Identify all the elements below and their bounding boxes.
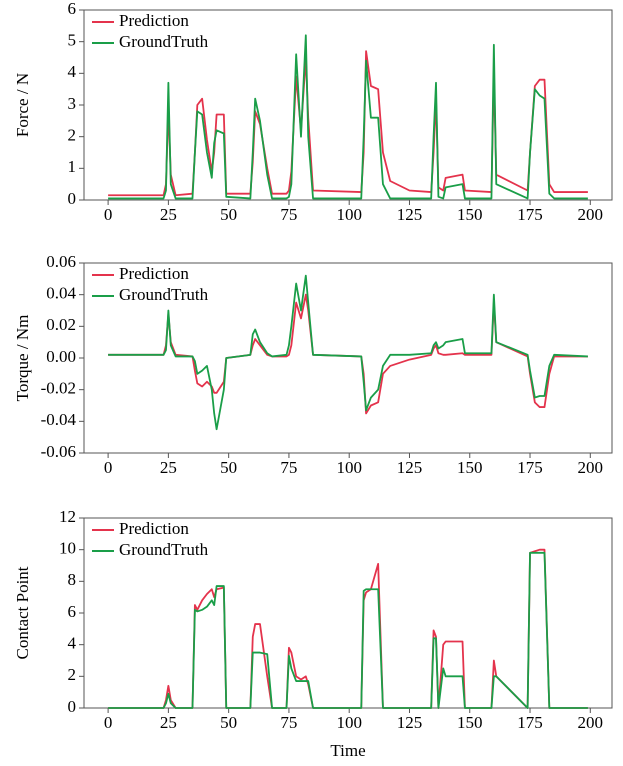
y-axis-label: Torque / Nm bbox=[13, 315, 32, 402]
data-line bbox=[108, 34, 588, 200]
legend-label: GroundTruth bbox=[119, 540, 209, 559]
y-tick-label: -0.02 bbox=[41, 379, 76, 398]
x-tick-label: 200 bbox=[578, 713, 604, 732]
y-tick-label: 6 bbox=[68, 602, 77, 621]
x-tick-label: 200 bbox=[578, 458, 604, 477]
y-tick-label: 4 bbox=[68, 634, 77, 653]
y-tick-label: 0 bbox=[68, 697, 77, 716]
x-tick-label: 0 bbox=[104, 458, 113, 477]
x-tick-label: 100 bbox=[336, 713, 362, 732]
y-tick-label: 0.00 bbox=[46, 347, 76, 366]
x-tick-label: 175 bbox=[517, 458, 543, 477]
y-axis-label: Force / N bbox=[13, 73, 32, 137]
x-tick-label: 0 bbox=[104, 205, 113, 224]
y-tick-label: 6 bbox=[68, 0, 77, 18]
x-tick-label: 200 bbox=[578, 205, 604, 224]
data-line bbox=[108, 293, 588, 415]
x-tick-label: 50 bbox=[220, 205, 237, 224]
x-tick-label: 50 bbox=[220, 458, 237, 477]
data-line bbox=[108, 274, 588, 431]
x-tick-label: 150 bbox=[457, 205, 483, 224]
x-tick-label: 175 bbox=[517, 205, 543, 224]
x-tick-label: 150 bbox=[457, 458, 483, 477]
x-tick-label: 100 bbox=[336, 205, 362, 224]
legend-label: GroundTruth bbox=[119, 285, 209, 304]
x-tick-label: 50 bbox=[220, 713, 237, 732]
legend-label: Prediction bbox=[119, 519, 189, 538]
y-tick-label: -0.06 bbox=[41, 442, 76, 461]
y-tick-label: 3 bbox=[68, 94, 77, 113]
x-tick-label: 150 bbox=[457, 713, 483, 732]
y-tick-label: 8 bbox=[68, 570, 77, 589]
y-tick-label: 0.02 bbox=[46, 315, 76, 334]
legend-label: GroundTruth bbox=[119, 32, 209, 51]
data-line bbox=[108, 551, 588, 709]
y-tick-label: -0.04 bbox=[41, 410, 77, 429]
y-tick-label: 12 bbox=[59, 507, 76, 526]
x-tick-label: 125 bbox=[397, 205, 423, 224]
y-tick-label: 0 bbox=[68, 189, 77, 208]
x-tick-label: 125 bbox=[397, 458, 423, 477]
y-axis-label: Contact Point bbox=[13, 566, 32, 659]
y-tick-label: 0.04 bbox=[46, 284, 76, 303]
x-tick-label: 0 bbox=[104, 713, 113, 732]
legend-label: Prediction bbox=[119, 11, 189, 30]
x-tick-label: 125 bbox=[397, 713, 423, 732]
x-tick-label: 25 bbox=[160, 713, 177, 732]
x-tick-label: 75 bbox=[280, 713, 297, 732]
y-tick-label: 0.06 bbox=[46, 252, 76, 271]
y-tick-label: 5 bbox=[68, 31, 77, 50]
x-axis-label: Time bbox=[330, 741, 365, 760]
x-tick-label: 100 bbox=[336, 458, 362, 477]
y-tick-label: 4 bbox=[68, 62, 77, 81]
y-tick-label: 1 bbox=[68, 157, 77, 176]
y-tick-label: 10 bbox=[59, 539, 76, 558]
y-tick-label: 2 bbox=[68, 665, 77, 684]
legend-label: Prediction bbox=[119, 264, 189, 283]
y-tick-label: 2 bbox=[68, 126, 77, 145]
x-tick-label: 175 bbox=[517, 713, 543, 732]
x-tick-label: 75 bbox=[280, 205, 297, 224]
x-tick-label: 75 bbox=[280, 458, 297, 477]
x-tick-label: 25 bbox=[160, 458, 177, 477]
data-line bbox=[108, 50, 588, 197]
x-tick-label: 25 bbox=[160, 205, 177, 224]
data-line bbox=[108, 548, 588, 709]
